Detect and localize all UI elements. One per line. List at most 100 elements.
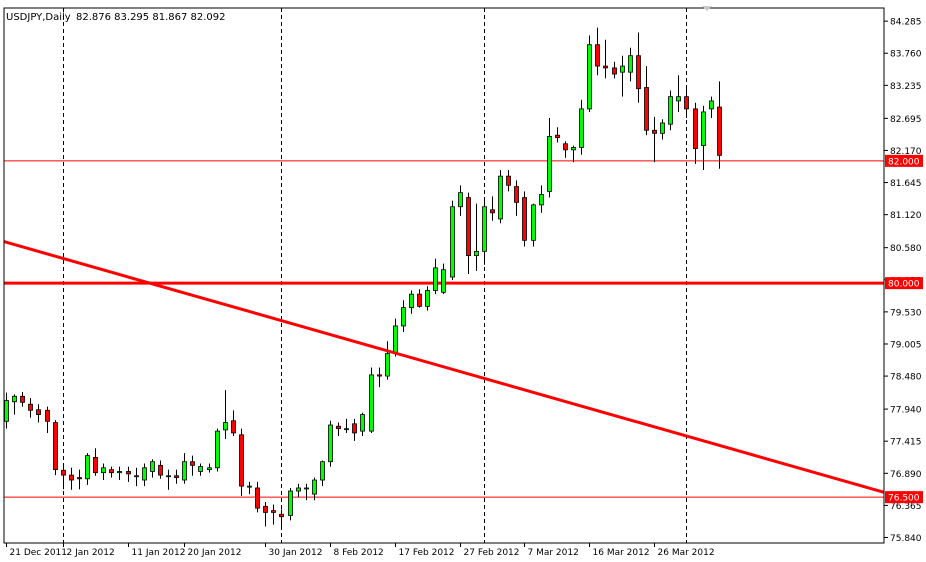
candle-body-up — [701, 111, 706, 146]
plot-frame — [3, 7, 885, 544]
candle-body-down — [514, 186, 519, 203]
price-tick-label: 82.170 — [890, 147, 922, 157]
candle-body-down — [53, 422, 58, 471]
candle-body-down — [20, 395, 25, 403]
time-tick-label: 17 Feb 2012 — [399, 548, 455, 558]
candle-body-up — [409, 293, 414, 308]
candle-body-down — [417, 293, 422, 307]
candle-body-down — [239, 434, 244, 487]
price-tick-label: 76.365 — [890, 502, 922, 512]
level-price-badge — [885, 154, 923, 167]
level-price-badge — [885, 491, 923, 504]
symbol-timeframe: USDJPY,Daily — [6, 12, 71, 23]
time-tick-label: 20 Jan 2012 — [188, 548, 242, 558]
candle-body-down — [279, 513, 284, 518]
candle-body-up — [458, 192, 463, 208]
time-tick-label: 7 Mar 2012 — [528, 548, 579, 558]
candle-body-down — [377, 374, 382, 377]
candle-body-up — [4, 400, 9, 422]
candle-body-down — [126, 471, 131, 475]
candle-body-down — [109, 469, 114, 474]
candle-body-down — [36, 409, 41, 415]
candle-body-up — [182, 461, 187, 481]
candle-body-up — [498, 175, 503, 220]
price-tick-label: 81.645 — [890, 179, 922, 189]
candle-body-up — [304, 487, 309, 490]
price-tick-label: 81.120 — [890, 211, 922, 221]
candle-body-up — [579, 108, 584, 148]
trendline — [3, 240, 885, 494]
candle-body-down — [69, 474, 74, 481]
candle-body-up — [571, 147, 576, 151]
candle-body-down — [45, 409, 50, 422]
candle-body-up — [247, 485, 252, 488]
candle-body-up — [425, 290, 430, 307]
candle-body-up — [474, 250, 479, 257]
candle-body-down — [684, 96, 689, 110]
time-tick-label: 16 Mar 2012 — [593, 548, 650, 558]
time-tick-label: 30 Jan 2012 — [269, 548, 323, 558]
candle-body-up — [150, 461, 155, 472]
candle-body-up — [344, 428, 349, 431]
candle-body-up — [328, 424, 333, 463]
candle-body-down — [490, 209, 495, 214]
candle-body-down — [603, 65, 608, 69]
candle-body-up — [360, 414, 365, 432]
candle-body-up — [101, 467, 106, 474]
candle-body-down — [563, 143, 568, 151]
candle-body-up — [393, 325, 398, 354]
candle-body-up — [288, 490, 293, 516]
candle-body-down — [717, 106, 722, 156]
ohlc-readout: 82.876 83.295 81.867 82.092 — [76, 12, 226, 23]
price-tick-label: 77.415 — [890, 438, 922, 448]
candle-body-down — [466, 197, 471, 257]
candle-body-down — [271, 510, 276, 513]
level-price-labels: 82.000 80.000 76.500 — [885, 154, 923, 504]
candle-body-up — [223, 422, 228, 431]
candle-body-up — [620, 65, 625, 73]
candle-body-down — [612, 67, 617, 75]
candle-body-down — [693, 108, 698, 150]
candle-body-up — [450, 206, 455, 278]
time-tick-label: 21 Dec 2011 — [10, 548, 68, 558]
candle-body-up — [401, 307, 406, 327]
level-price-label: 82.000 — [888, 157, 920, 167]
price-tick-label: 79.005 — [890, 340, 922, 350]
price-tick-label: 83.235 — [890, 82, 922, 92]
candle-body-up — [531, 204, 536, 241]
candle-body-down — [595, 44, 600, 67]
candle-body-up — [85, 455, 90, 480]
candle-body-up — [385, 353, 390, 377]
level-price-label: 76.500 — [888, 494, 920, 504]
candle-body-up — [215, 430, 220, 469]
candle-body-up — [660, 122, 665, 134]
time-tick-label: 2 Jan 2012 — [67, 548, 115, 558]
candle-body-down — [158, 464, 163, 476]
candle-body-up — [676, 96, 681, 102]
candle-body-up — [117, 471, 122, 474]
candle-body-up — [539, 194, 544, 206]
candle-body-down — [555, 134, 560, 139]
candle-body-up — [547, 135, 552, 192]
chart-shift-marker-icon[interactable] — [702, 6, 712, 11]
candle-body-up — [587, 44, 592, 110]
trendline-layer — [3, 240, 885, 494]
time-tick-label: 27 Feb 2012 — [464, 548, 520, 558]
price-axis: 84.285 83.760 83.235 82.695 82.170 81.645 81.1… — [884, 18, 922, 544]
candle-body-up — [312, 479, 317, 495]
price-tick-label: 80.580 — [890, 244, 922, 254]
candle-body-up — [166, 475, 171, 478]
candle-body-down — [190, 461, 195, 466]
price-tick-label: 76.890 — [890, 470, 922, 480]
candle-body-up — [709, 100, 714, 110]
candle-body-up — [628, 55, 633, 73]
level-price-badge — [885, 277, 923, 290]
time-axis: 21 Dec 2011 2 Jan 2012 11 Jan 2012 20 Jan 2… — [6, 543, 715, 558]
candle-body-up — [433, 267, 438, 291]
price-tick-label: 82.695 — [890, 115, 922, 125]
period-separators — [63, 8, 687, 543]
time-tick-label: 11 Jan 2012 — [132, 548, 186, 558]
price-tick-label: 75.840 — [890, 534, 922, 544]
